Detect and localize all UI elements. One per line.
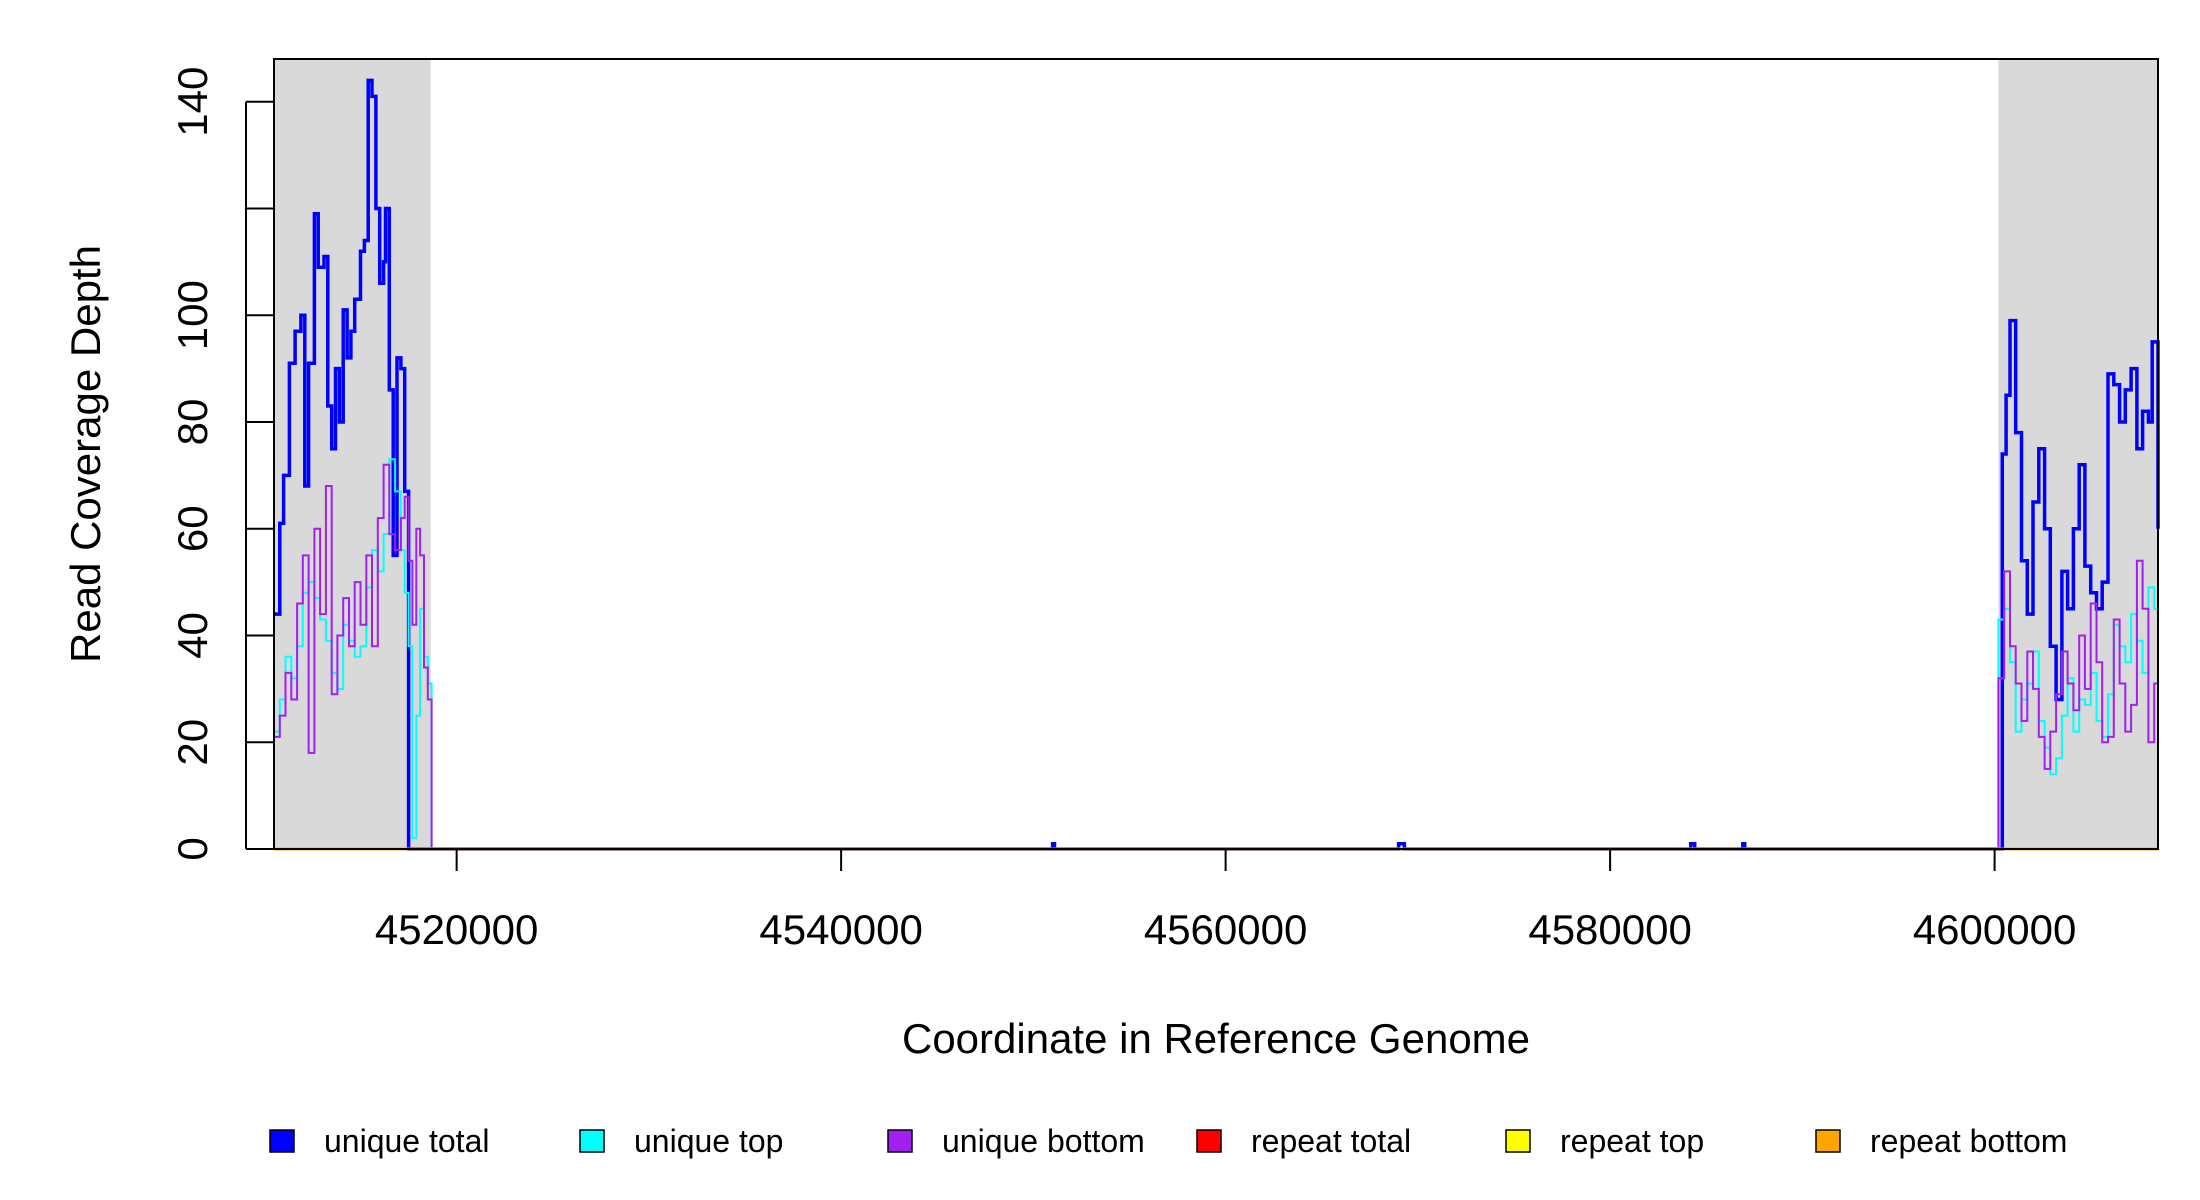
legend: unique total unique top unique bottom repea… [269, 1123, 2067, 1159]
legend-swatch-repeat-top [1505, 1129, 1531, 1153]
shaded-regions [274, 59, 2158, 849]
legend-swatch-unique-bottom [887, 1129, 913, 1153]
series-line-unique-total [274, 78, 2160, 851]
legend-swatch-unique-total [269, 1129, 295, 1153]
x-tick-label-0: 4520000 [375, 906, 539, 953]
y-axis-label: Read Coverage Depth [62, 245, 109, 663]
y-tick-label-1: 20 [169, 719, 216, 766]
legend-swatch-repeat-total [1196, 1129, 1222, 1153]
series-lines [274, 78, 2160, 851]
y-tick-label-0: 0 [169, 837, 216, 860]
x-tick-label-3: 4580000 [1528, 906, 1692, 953]
x-tick-label-2: 4560000 [1144, 906, 1308, 953]
x-tick-label-1: 4540000 [759, 906, 923, 953]
legend-label-repeat-total: repeat total [1251, 1123, 1411, 1159]
y-axis: 0 20 40 60 80 100 140 [169, 67, 274, 861]
legend-label-unique-total: unique total [324, 1123, 489, 1159]
y-tick-label-2: 40 [169, 612, 216, 659]
legend-label-repeat-bottom: repeat bottom [1870, 1123, 2067, 1159]
legend-label-repeat-top: repeat top [1560, 1123, 1704, 1159]
series-line-unique-top [274, 458, 2159, 850]
y-tick-label-5: 100 [169, 280, 216, 350]
y-tick-label-4: 80 [169, 399, 216, 446]
x-axis: 4520000 4540000 4560000 4580000 4600000 [375, 849, 2076, 953]
plot-frame [273, 58, 2159, 850]
legend-label-unique-top: unique top [634, 1123, 783, 1159]
legend-label-unique-bottom: unique bottom [942, 1123, 1145, 1159]
y-tick-label-7: 140 [169, 67, 216, 137]
x-axis-label: Coordinate in Reference Genome [902, 1015, 1530, 1062]
x-tick-label-4: 4600000 [1913, 906, 2077, 953]
legend-swatch-unique-top [579, 1129, 605, 1153]
series-line-unique-bottom [274, 463, 2159, 850]
legend-swatch-repeat-bottom [1815, 1129, 1841, 1153]
y-tick-label-3: 60 [169, 505, 216, 552]
